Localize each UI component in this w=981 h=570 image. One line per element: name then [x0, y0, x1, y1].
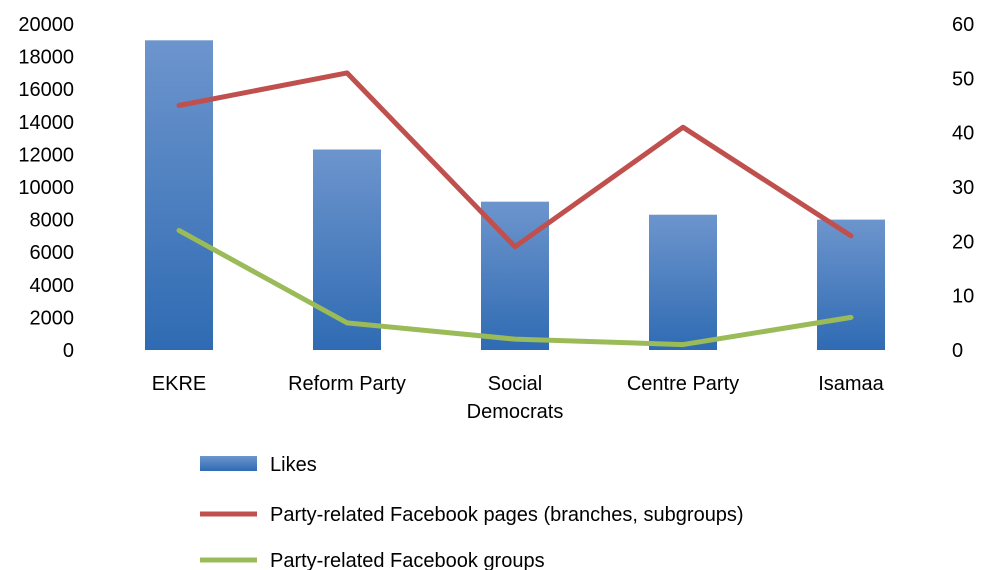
pages-series-line: [176, 70, 854, 250]
left-tick-label: 2000: [30, 307, 75, 329]
category-label: EKRE: [152, 373, 206, 395]
left-tick-label: 16000: [18, 79, 74, 101]
left-axis: 0 2000 4000 6000 8000 10000 12000 14000 16000 180…: [18, 14, 74, 362]
left-tick-label: 4000: [30, 275, 75, 297]
right-tick-label: 10: [952, 286, 974, 308]
category-label: Centre Party: [627, 373, 739, 395]
left-tick-label: 18000: [18, 47, 74, 69]
right-tick-label: 30: [952, 177, 974, 199]
left-tick-label: 20000: [18, 14, 74, 36]
likes-bar: [649, 214, 717, 350]
category-label: Isamaa: [818, 373, 884, 395]
left-tick-label: 14000: [18, 112, 74, 134]
right-tick-label: 20: [952, 231, 974, 253]
right-tick-label: 50: [952, 68, 974, 90]
series-lines: [176, 70, 854, 348]
left-tick-label: 0: [63, 340, 74, 362]
left-tick-label: 6000: [30, 242, 75, 264]
legend: Likes Party-related Facebook pages (branc…: [200, 454, 744, 570]
right-tick-label: 40: [952, 123, 974, 145]
left-tick-label: 8000: [30, 210, 75, 232]
legend-label: Party-related Facebook pages (branches, …: [270, 504, 744, 526]
likes-bars: [145, 40, 885, 351]
right-tick-label: 0: [952, 340, 963, 362]
category-axis: EKRE Reform Party Social Democrats Centre Pa…: [152, 373, 885, 423]
right-tick-label: 60: [952, 14, 974, 36]
left-tick-label: 12000: [18, 144, 74, 166]
likes-bar: [817, 219, 885, 350]
left-tick-label: 10000: [18, 177, 74, 199]
legend-swatch-likes: [200, 456, 257, 471]
groups-series-line: [176, 227, 854, 348]
right-axis: 0 10 20 30 40 50 60: [952, 14, 974, 362]
category-label: Social Democrats: [467, 373, 564, 423]
legend-label: Party-related Facebook groups: [270, 550, 545, 570]
legend-label: Likes: [270, 454, 317, 476]
likes-bar: [313, 149, 381, 350]
category-label: Reform Party: [288, 373, 406, 395]
likes-bar: [145, 40, 213, 351]
